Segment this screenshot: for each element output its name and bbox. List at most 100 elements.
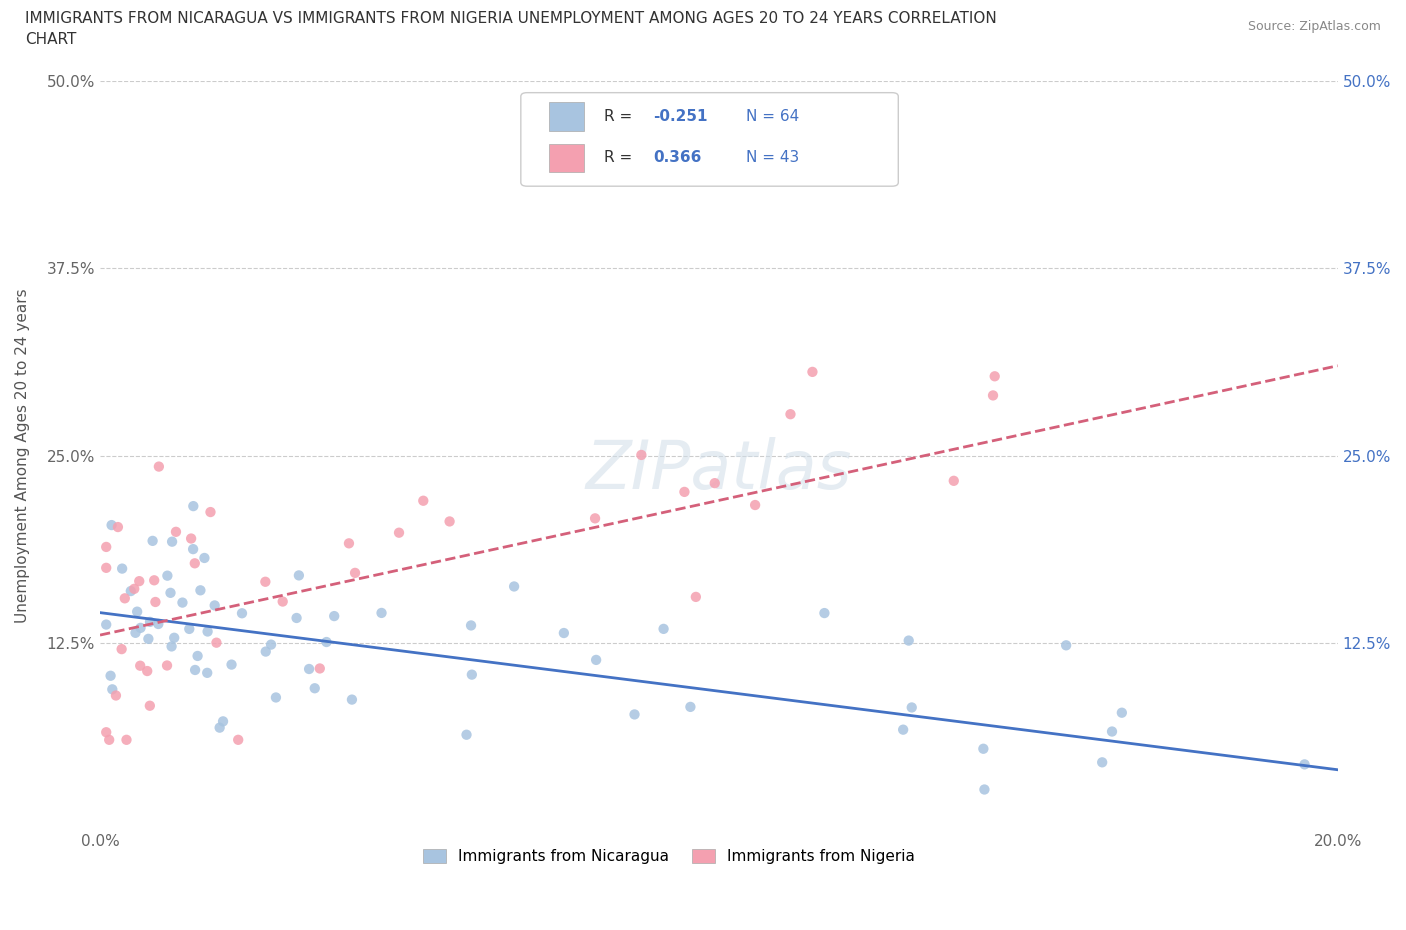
Point — [630, 447, 652, 462]
Text: Source: ZipAtlas.com: Source: ZipAtlas.com — [1247, 20, 1381, 33]
Point — [585, 653, 607, 668]
Point — [323, 608, 346, 623]
Point — [264, 690, 287, 705]
Point — [208, 720, 231, 735]
Text: -0.251: -0.251 — [654, 109, 707, 124]
Point — [96, 561, 118, 576]
Point — [96, 539, 118, 554]
Point — [160, 639, 183, 654]
Point — [104, 688, 127, 703]
Point — [439, 514, 461, 529]
Point — [271, 594, 294, 609]
Point — [1294, 757, 1316, 772]
Point — [370, 605, 392, 620]
Point — [128, 574, 150, 589]
Point — [96, 724, 118, 739]
Text: ZIPatlas: ZIPatlas — [585, 437, 852, 503]
Point — [288, 568, 311, 583]
Point — [460, 618, 482, 633]
Point — [148, 459, 170, 474]
Point — [623, 707, 645, 722]
Point — [190, 583, 212, 598]
Text: R =: R = — [603, 109, 637, 124]
Point — [165, 525, 187, 539]
Point — [124, 625, 146, 640]
Point — [412, 493, 434, 508]
Point — [260, 637, 283, 652]
Point — [184, 662, 207, 677]
Point — [122, 581, 145, 596]
Point — [204, 598, 226, 613]
Point — [972, 741, 994, 756]
Point — [673, 485, 696, 499]
Point — [195, 665, 218, 680]
Point — [942, 473, 965, 488]
Point — [1111, 705, 1133, 720]
Text: CHART: CHART — [25, 32, 77, 46]
Point — [111, 642, 134, 657]
Point — [145, 594, 167, 609]
Point — [1101, 724, 1123, 739]
Point — [344, 565, 367, 580]
Point — [96, 618, 118, 632]
Point — [298, 661, 321, 676]
Text: R =: R = — [603, 151, 637, 166]
Text: 0.366: 0.366 — [654, 151, 702, 166]
Point — [205, 635, 228, 650]
Point — [456, 727, 478, 742]
Point — [156, 658, 179, 673]
Point — [115, 733, 138, 748]
Point — [111, 561, 134, 576]
Point — [197, 624, 219, 639]
Point — [337, 536, 360, 551]
Text: N = 64: N = 64 — [747, 109, 799, 124]
Point — [254, 644, 277, 659]
Point — [136, 664, 159, 679]
Point — [138, 631, 160, 646]
Point — [200, 505, 222, 520]
Point — [315, 634, 337, 649]
Point — [388, 525, 411, 540]
Point — [1091, 755, 1114, 770]
Point — [285, 610, 308, 625]
Point — [254, 575, 277, 590]
Point — [779, 406, 801, 421]
Point — [744, 498, 766, 512]
Point — [973, 782, 995, 797]
Point — [101, 682, 124, 697]
Point — [159, 585, 181, 600]
Point — [114, 591, 136, 605]
Point — [900, 700, 922, 715]
Y-axis label: Unemployment Among Ages 20 to 24 years: Unemployment Among Ages 20 to 24 years — [15, 288, 30, 623]
Point — [981, 388, 1004, 403]
Point — [143, 573, 166, 588]
FancyBboxPatch shape — [520, 93, 898, 186]
Point — [187, 648, 209, 663]
Point — [226, 733, 249, 748]
Point — [304, 681, 326, 696]
Point — [340, 692, 363, 707]
FancyBboxPatch shape — [550, 144, 583, 172]
Point — [801, 365, 824, 379]
Point — [221, 658, 243, 672]
Point — [129, 658, 152, 673]
Point — [813, 605, 835, 620]
Point — [685, 590, 707, 604]
Point — [139, 698, 162, 713]
Point — [107, 520, 129, 535]
Point — [652, 621, 675, 636]
Point — [100, 669, 122, 684]
Text: N = 43: N = 43 — [747, 151, 799, 166]
Point — [553, 626, 575, 641]
Point — [163, 631, 186, 645]
Point — [142, 534, 165, 549]
Point — [180, 531, 202, 546]
Point — [139, 615, 162, 630]
Point — [461, 667, 484, 682]
Point — [156, 568, 179, 583]
Point — [231, 605, 253, 620]
Point — [503, 579, 526, 594]
Point — [100, 518, 122, 533]
Point — [193, 551, 215, 565]
Point — [983, 369, 1005, 384]
